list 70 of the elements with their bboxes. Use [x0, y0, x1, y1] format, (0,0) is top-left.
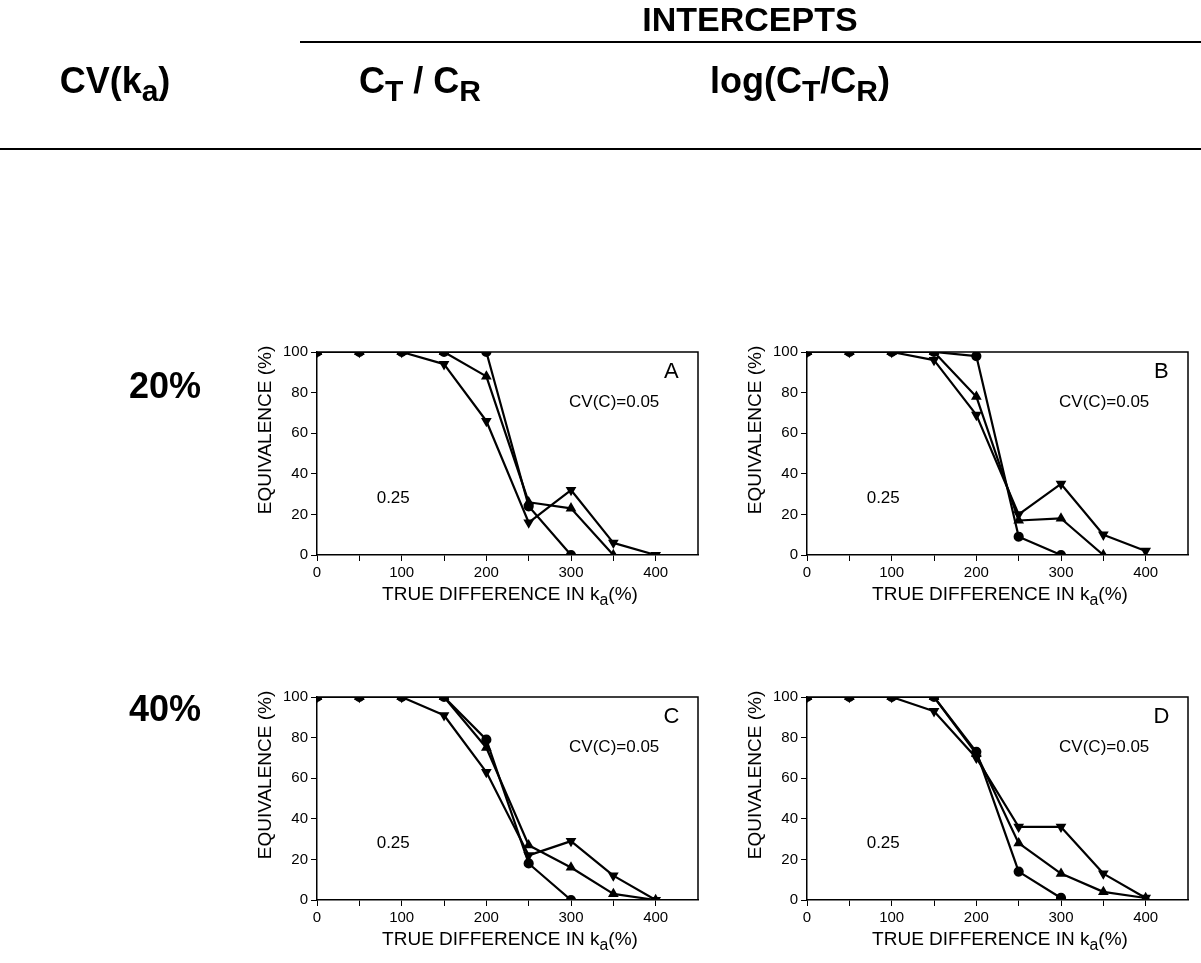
annotation: C — [663, 703, 680, 729]
y-tick-label: 80 — [291, 382, 309, 400]
y-tick-label: 0 — [789, 890, 799, 908]
x-tick-label: 0 — [802, 563, 812, 581]
text: 20% — [128, 365, 202, 407]
y-axis-title: EQUIVALENCE (%) — [254, 344, 276, 517]
y-tick-label: 20 — [781, 849, 799, 867]
y-tick-label: 20 — [291, 849, 309, 867]
annotation: CV(C)=0.05 — [569, 737, 660, 757]
x-tick-label: 300 — [1048, 563, 1074, 581]
y-tick-label: 100 — [773, 687, 799, 705]
x-tick-label: 300 — [558, 563, 584, 581]
y-tick-label: 40 — [781, 463, 799, 481]
y-tick-label: 0 — [789, 545, 799, 563]
x-tick-label: 400 — [1133, 563, 1159, 581]
y-tick-label: 40 — [291, 808, 309, 826]
y-axis-title: EQUIVALENCE (%) — [744, 689, 766, 862]
x-tick-label: 0 — [312, 908, 322, 926]
x-tick-label: 0 — [802, 908, 812, 926]
x-axis-title: TRUE DIFFERENCE IN k$_{a}$(%) — [381, 583, 639, 609]
text: 40% — [128, 688, 202, 730]
x-tick-label: 400 — [643, 563, 669, 581]
annotation: CV(C)=0.05 — [1059, 737, 1150, 757]
y-tick-label: 100 — [283, 687, 309, 705]
x-tick-label: 100 — [389, 908, 415, 926]
x-tick-label: 200 — [963, 563, 989, 581]
annotation: 0.25 — [866, 832, 900, 852]
y-tick-label: 40 — [291, 463, 309, 481]
text: INTERCEPTS — [642, 0, 858, 39]
y-tick-label: 80 — [781, 727, 799, 745]
x-tick-label: 200 — [473, 563, 499, 581]
x-tick-label: 200 — [963, 908, 989, 926]
x-axis-title: TRUE DIFFERENCE IN k$_{a}$(%) — [871, 928, 1129, 954]
y-tick-label: 80 — [291, 727, 309, 745]
x-tick-label: 300 — [1048, 908, 1074, 926]
y-axis-title: EQUIVALENCE (%) — [744, 344, 766, 517]
x-tick-label: 400 — [643, 908, 669, 926]
y-tick-label: 40 — [781, 808, 799, 826]
y-tick-label: 100 — [773, 342, 799, 360]
x-tick-label: 300 — [558, 908, 584, 926]
y-tick-label: 20 — [781, 504, 799, 522]
annotation: CV(C)=0.05 — [569, 392, 660, 412]
y-axis-title: EQUIVALENCE (%) — [254, 689, 276, 862]
y-tick-label: 100 — [283, 342, 309, 360]
y-tick-label: 60 — [781, 423, 799, 441]
text: CV(k$_{a}$) — [59, 60, 171, 109]
y-tick-label: 80 — [781, 382, 799, 400]
y-tick-label: 0 — [299, 890, 309, 908]
x-tick-label: 100 — [879, 563, 905, 581]
text: log(C$_{T}$/C$_{R}$) — [710, 60, 890, 109]
annotation: CV(C)=0.05 — [1059, 392, 1150, 412]
annotation: A — [663, 358, 679, 384]
annotation: D — [1153, 703, 1170, 729]
x-tick-label: 100 — [879, 908, 905, 926]
x-tick-label: 0 — [312, 563, 322, 581]
annotation: 0.25 — [376, 832, 410, 852]
x-tick-label: 100 — [389, 563, 415, 581]
x-tick-label: 200 — [473, 908, 499, 926]
y-tick-label: 60 — [781, 768, 799, 786]
y-tick-label: 60 — [291, 768, 309, 786]
annotation: 0.25 — [866, 487, 900, 507]
y-tick-label: 20 — [291, 504, 309, 522]
annotation: B — [1153, 358, 1169, 384]
x-tick-label: 400 — [1133, 908, 1159, 926]
x-axis-title: TRUE DIFFERENCE IN k$_{a}$(%) — [381, 928, 639, 954]
annotation: 0.25 — [376, 487, 410, 507]
y-tick-label: 60 — [291, 423, 309, 441]
x-axis-title: TRUE DIFFERENCE IN k$_{a}$(%) — [871, 583, 1129, 609]
y-tick-label: 0 — [299, 545, 309, 563]
text: C$_{T}$ / C$_{R}$ — [358, 60, 482, 109]
